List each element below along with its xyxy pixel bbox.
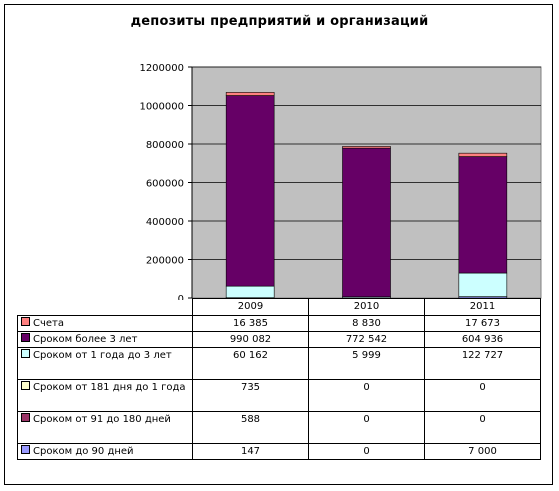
data-value-cell: 8 830 [308,315,425,332]
bar-segment [225,92,275,96]
legend-cell: Сроком более 3 лет [17,331,193,348]
data-value-cell: 0 [424,379,541,412]
table-row: Сроком от 181 дня до 1 года 735 0 0 [17,379,541,412]
data-value-cell: 0 [424,411,541,444]
data-value-cell: 17 673 [424,315,541,332]
legend-label: Счета [33,318,64,329]
legend-cell: Сроком от 181 дня до 1 года [17,379,193,412]
y-tick-label: 200000 [146,256,184,267]
data-value-cell: 16 385 [192,315,309,332]
legend-cell: Счета [17,315,193,332]
legend-swatch [21,349,30,358]
legend-cell: Сроком от 91 до 180 дней [17,411,193,444]
table-row: Сроком от 91 до 180 дней 588 0 0 [17,411,541,444]
legend-swatch [21,317,30,326]
category-label: 2009 [192,298,309,316]
legend-label: Сроком от 181 дня до 1 года [33,382,186,393]
data-value-cell: 588 [192,411,309,444]
legend-cell: Сроком до 90 дней [17,443,193,460]
data-value-cell: 772 542 [308,331,425,348]
data-value-cell: 147 [192,443,309,460]
data-value-cell: 5 999 [308,347,425,380]
bar-segment [225,95,275,287]
y-tick-label: 800000 [146,140,184,151]
table-row: Сроком до 90 дней 147 0 7 000 [17,443,541,460]
category-label: 2011 [424,298,541,316]
table-header-row: 2009 2010 2011 [17,298,541,316]
data-value-cell: 0 [308,411,425,444]
legend-label: Сроком до 90 дней [33,446,134,457]
category-label: 2010 [308,298,425,316]
table-corner [17,298,193,316]
bar-segment [342,147,391,298]
bar-segment [225,285,275,299]
legend-swatch [21,333,30,342]
table-row: Сроком от 1 года до 3 лет 60 162 5 999 122 … [17,347,541,380]
legend-cell: Сроком от 1 года до 3 лет [17,347,193,380]
bar-segment [342,146,391,149]
legend-label: Сроком от 1 года до 3 лет [33,350,172,361]
bar-segment [458,156,508,274]
chart-plot: 0 200000 400000 600000 800000 1000000 1200000 [139,63,542,300]
legend-label: Сроком от 91 до 180 дней [33,414,171,425]
data-value-cell: 604 936 [424,331,541,348]
legend-swatch [21,445,30,454]
legend-swatch [21,413,30,422]
data-value-cell: 0 [308,379,425,412]
table-row: Счета 16 385 8 830 17 673 [17,315,541,332]
bar-segment [458,152,508,157]
data-value-cell: 990 082 [192,331,309,348]
data-value-cell: 60 162 [192,347,309,380]
data-value-cell: 0 [308,443,425,460]
data-value-cell: 7 000 [424,443,541,460]
y-tick-label: 1000000 [139,102,184,113]
bar-segment [458,272,508,297]
y-tick-label: 1200000 [139,63,184,74]
y-tick-label: 0 [178,294,184,300]
data-table: 2009 2010 2011 Счета 16 385 8 830 17 673 Сро… [17,298,541,460]
legend-swatch [21,381,30,390]
y-tick-label: 400000 [146,217,184,228]
table-row: Сроком более 3 лет 990 082 772 542 604 936 [17,331,541,348]
chart-title: депозиты предприятий и организаций [130,14,429,29]
data-value-cell: 735 [192,379,309,412]
legend-label: Сроком более 3 лет [33,334,138,345]
data-value-cell: 122 727 [424,347,541,380]
y-tick-label: 600000 [146,179,184,190]
